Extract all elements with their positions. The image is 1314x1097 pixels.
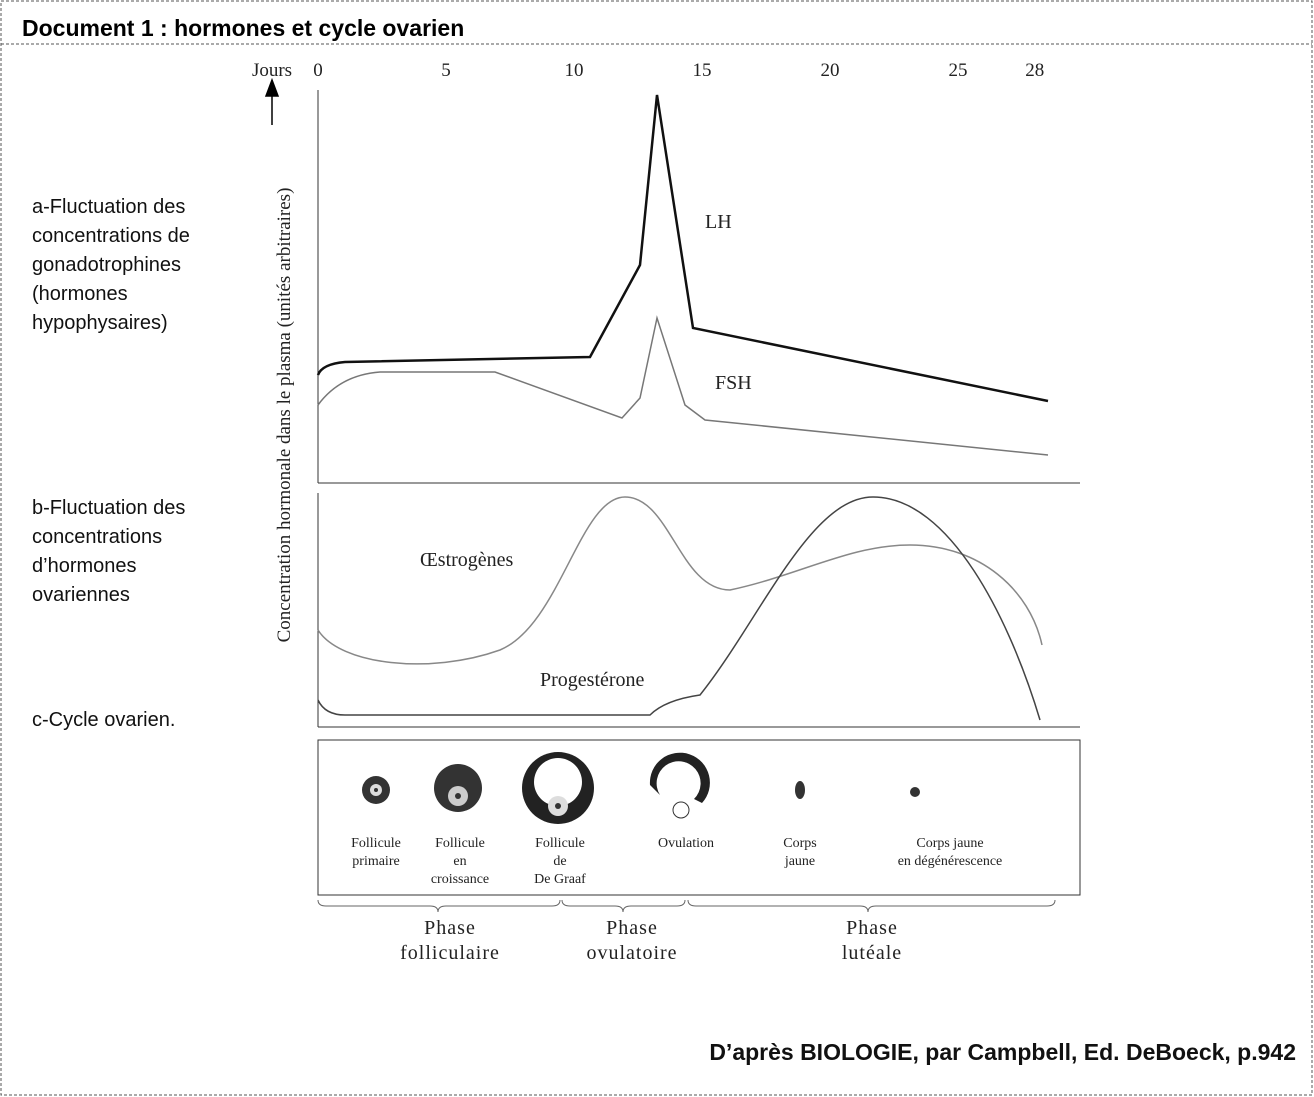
curve-label: LH [705, 211, 732, 233]
stage-caption: en [453, 854, 466, 869]
tick-label: 28 [1025, 60, 1044, 81]
tick-label: 0 [313, 60, 323, 81]
section-label: b-Fluctuation des [32, 497, 185, 519]
stage-caption: Corps jaune [916, 836, 983, 851]
stage-caption: jaune [784, 854, 815, 869]
section-label: hypophysaires) [32, 312, 168, 334]
phase-label: lutéale [842, 942, 902, 964]
tick-label: 10 [565, 60, 584, 81]
stage-caption: croissance [431, 872, 489, 887]
phase-label: folliculaire [400, 942, 500, 964]
tick-label: 20 [821, 60, 840, 81]
stage-caption: en dégénérescence [898, 854, 1003, 869]
curve-label: FSH [715, 372, 752, 394]
curve-label: Progestérone [540, 669, 645, 691]
axis-arrow [266, 80, 278, 125]
stage-caption: De Graaf [534, 872, 586, 887]
title: Document 1 : hormones et cycle ovarien [22, 15, 464, 41]
progesterone-curve [318, 497, 1040, 720]
axis-label: Jours [252, 60, 292, 81]
section-label: concentrations [32, 526, 162, 548]
follicles [362, 752, 920, 824]
phase-label: Phase [846, 917, 898, 939]
stage-caption: Follicule [351, 836, 401, 851]
phase-label: Phase [606, 917, 658, 939]
section-label: c-Cycle ovarien. [32, 709, 175, 731]
section-label: concentrations de [32, 225, 190, 247]
tick-label: 25 [949, 60, 968, 81]
stage-caption: Follicule [435, 836, 485, 851]
section-label: (hormones [32, 283, 128, 305]
section-label: d’hormones [32, 555, 137, 577]
phase-braces [318, 900, 1055, 912]
stage-caption: primaire [352, 854, 399, 869]
curve-label: Œstrogènes [420, 549, 514, 571]
document: Document 1 : hormones et cycle ovarien J… [0, 0, 1314, 1097]
section-label: a-Fluctuation des [32, 196, 185, 218]
tick-label: 5 [441, 60, 451, 81]
section-label: ovariennes [32, 584, 130, 606]
source: D’après BIOLOGIE, par Campbell, Ed. DeBo… [709, 1039, 1296, 1065]
lh-curve [318, 95, 1048, 401]
fsh-curve [318, 318, 1048, 455]
stage-caption: Follicule [535, 836, 585, 851]
stage-caption: de [553, 854, 566, 869]
stage-caption: Ovulation [658, 836, 714, 851]
tick-label: 15 [693, 60, 712, 81]
y-axis-label: Concentration hormonale dans le plasma (… [274, 188, 295, 643]
phase-label: Phase [424, 917, 476, 939]
phase-label: ovulatoire [586, 942, 677, 964]
stage-caption: Corps [783, 836, 816, 851]
section-label: gonadotrophines [32, 254, 181, 276]
